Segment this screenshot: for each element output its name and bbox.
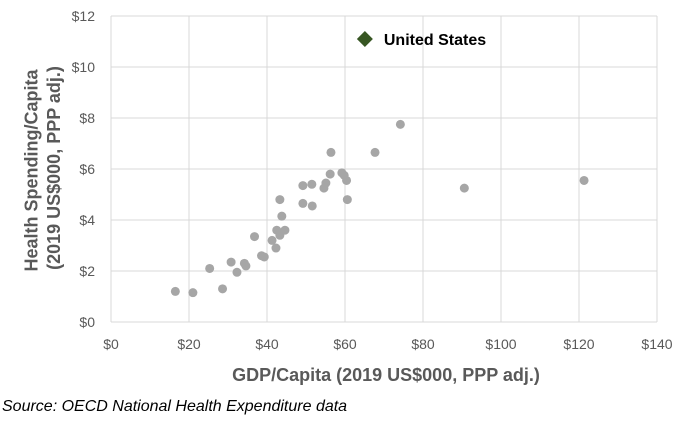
data-point xyxy=(298,181,308,191)
data-point xyxy=(342,175,352,185)
data-point xyxy=(342,195,352,205)
y-tick-label: $8 xyxy=(79,110,95,126)
scatter-chart: $0 $20 $40 $60 $80 $100 $120 $140 $0 $2 $4 $6 $8 $10… xyxy=(21,8,673,385)
x-tick-label: $140 xyxy=(641,336,672,352)
data-point xyxy=(218,284,228,294)
y-tick-label: $10 xyxy=(72,59,96,75)
data-point xyxy=(226,257,236,267)
data-point xyxy=(205,263,215,273)
x-tick-label: $80 xyxy=(411,336,435,352)
data-point xyxy=(280,225,290,235)
x-tick-label: $60 xyxy=(333,336,357,352)
y-tick-labels: $0 $2 $4 $6 $8 $10 $12 xyxy=(72,8,96,330)
x-tick-labels: $0 $20 $40 $60 $80 $100 $120 $140 xyxy=(103,336,673,352)
data-point xyxy=(579,175,589,185)
data-point xyxy=(277,211,287,221)
source-note: Source: OECD National Health Expenditure… xyxy=(2,398,348,415)
y-tick-label: $0 xyxy=(79,314,95,330)
data-point xyxy=(321,178,331,188)
data-points xyxy=(170,119,589,298)
data-point xyxy=(241,261,251,271)
data-point xyxy=(370,147,380,157)
x-tick-label: $120 xyxy=(563,336,594,352)
data-point xyxy=(188,288,198,298)
data-point xyxy=(298,198,308,208)
data-point xyxy=(271,243,281,253)
data-point xyxy=(307,179,317,189)
data-point xyxy=(275,195,285,205)
united-states-label: United States xyxy=(384,32,486,49)
y-tick-label: $12 xyxy=(72,8,96,24)
y-tick-label: $2 xyxy=(79,263,95,279)
data-point xyxy=(395,119,405,129)
data-point xyxy=(459,183,469,193)
y-axis-title-line-2: (2019 US$000, PPP adj.) xyxy=(44,66,64,270)
y-tick-label: $4 xyxy=(79,212,95,228)
x-tick-label: $20 xyxy=(177,336,201,352)
x-tick-label: $100 xyxy=(485,336,516,352)
y-axis-title: Health Spending/Capita (2019 US$000, PPP… xyxy=(21,64,64,271)
highlight-group: United States xyxy=(356,30,486,49)
united-states-marker xyxy=(356,30,373,47)
y-axis-title-line-1: Health Spending/Capita xyxy=(21,69,41,272)
data-point xyxy=(326,147,336,157)
axes xyxy=(110,16,657,323)
data-point xyxy=(232,267,242,277)
x-tick-label: $40 xyxy=(255,336,279,352)
gridlines xyxy=(111,15,658,322)
data-point xyxy=(307,201,317,211)
data-point xyxy=(325,169,335,179)
data-point xyxy=(250,232,260,242)
data-point xyxy=(170,286,180,296)
y-tick-label: $6 xyxy=(79,161,95,177)
x-tick-label: $0 xyxy=(103,336,119,352)
data-point xyxy=(267,235,277,245)
x-axis-title: GDP/Capita (2019 US$000, PPP adj.) xyxy=(232,365,540,385)
data-point xyxy=(259,252,269,262)
